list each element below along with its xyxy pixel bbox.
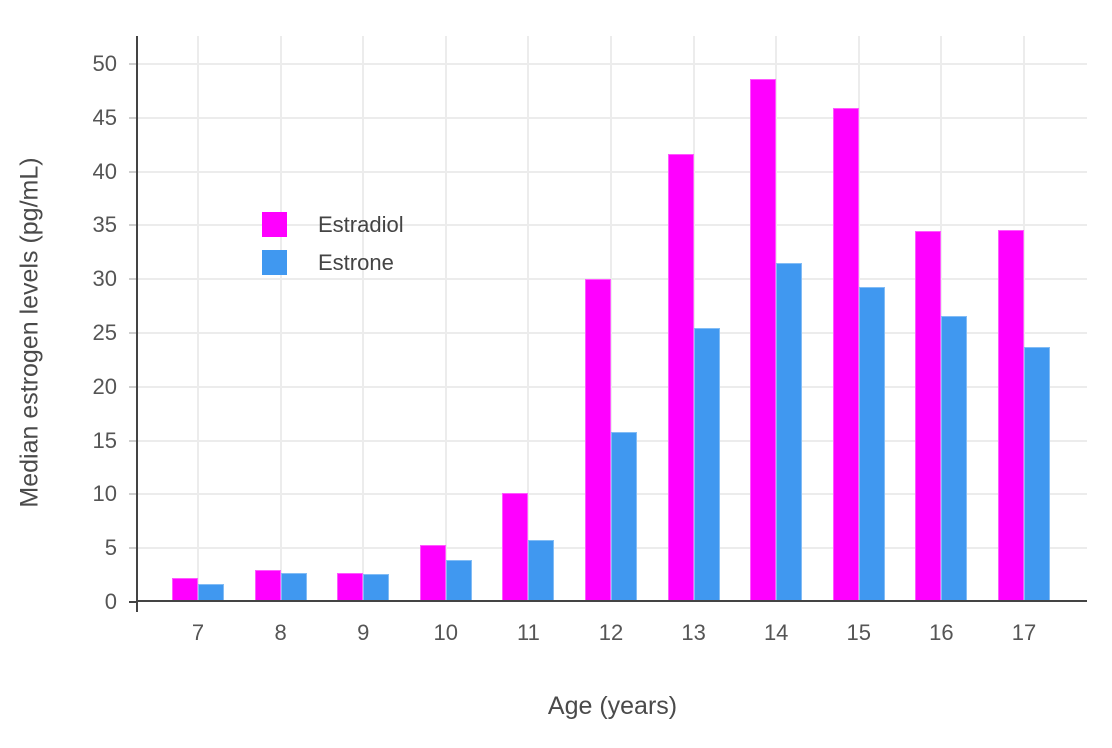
x-tick-label: 9 — [357, 620, 370, 645]
x-tick-label: 7 — [191, 620, 205, 645]
y-tick-mark — [129, 439, 136, 442]
bar-estradiol-age-16[interactable] — [915, 230, 942, 602]
gridline-horizontal — [138, 224, 1087, 227]
legend-item-estrone[interactable]: Estrone — [262, 250, 404, 275]
y-tick-mark — [129, 116, 136, 119]
gridline-horizontal — [138, 332, 1087, 334]
x-tick-label: 15 — [846, 620, 872, 645]
x-tick-label: 11 — [516, 620, 540, 645]
legend: Estradiol Estrone — [262, 212, 404, 275]
gridline-vertical — [1023, 36, 1025, 602]
bar-estradiol-age-7[interactable] — [172, 578, 198, 602]
estrone-swatch-icon — [262, 250, 287, 275]
y-tick-label: 45 — [92, 104, 117, 130]
gridline-vertical — [610, 36, 612, 602]
y-tick-mark — [129, 385, 136, 388]
y-tick-mark — [129, 170, 136, 173]
x-tick-label: 12 — [598, 620, 624, 645]
gridline-vertical — [444, 36, 447, 602]
y-tick-label: 0 — [104, 589, 117, 614]
estradiol-swatch-icon — [262, 212, 287, 237]
y-tick-label: 10 — [92, 481, 117, 507]
bar-estrone-age-17[interactable] — [1024, 347, 1050, 602]
y-tick-mark — [129, 601, 136, 603]
bar-estrone-age-9[interactable] — [363, 574, 390, 602]
bar-estradiol-age-15[interactable] — [832, 108, 859, 602]
legend-label-estrone: Estrone — [318, 250, 394, 275]
x-tick-label: 10 — [433, 620, 459, 645]
y-tick-mark — [129, 547, 136, 550]
y-axis-line — [136, 36, 138, 612]
bar-estrone-age-8[interactable] — [280, 572, 307, 602]
gridline-horizontal — [138, 116, 1087, 119]
y-tick-label: 40 — [92, 158, 117, 184]
bar-estradiol-age-13[interactable] — [667, 154, 694, 602]
bar-estradiol-age-10[interactable] — [419, 545, 446, 602]
bar-estradiol-age-11[interactable] — [502, 493, 529, 602]
bar-estrone-age-7[interactable] — [198, 583, 224, 602]
legend-item-estradiol[interactable]: Estradiol — [262, 212, 404, 237]
gridline-horizontal — [138, 278, 1087, 281]
x-tick-label: 17 — [1011, 620, 1037, 645]
y-tick-label: 50 — [92, 51, 117, 76]
y-axis-title: Median estrogen levels (pg/mL) — [15, 157, 44, 508]
y-tick-mark — [129, 278, 136, 281]
x-tick-label: 16 — [929, 620, 954, 645]
gridline-horizontal — [138, 63, 1087, 65]
bar-estradiol-age-17[interactable] — [998, 229, 1024, 602]
y-tick-label: 15 — [92, 427, 117, 453]
gridline-vertical — [279, 36, 282, 602]
bar-estrone-age-14[interactable] — [776, 263, 803, 602]
x-tick-label: 14 — [763, 620, 789, 645]
bar-estradiol-age-14[interactable] — [750, 79, 777, 602]
y-tick-label: 35 — [92, 212, 117, 238]
legend-label-estradiol: Estradiol — [318, 212, 404, 237]
gridline-vertical — [692, 36, 695, 602]
x-tick-label: 13 — [681, 620, 706, 645]
gridline-horizontal — [138, 170, 1087, 173]
x-tick-label: 8 — [274, 620, 287, 645]
y-tick-mark — [129, 493, 136, 496]
y-tick-label: 30 — [92, 266, 117, 292]
bar-estrone-age-15[interactable] — [858, 286, 885, 602]
gridline-vertical — [197, 36, 199, 602]
y-tick-label: 5 — [104, 535, 117, 561]
y-tick-label: 20 — [92, 373, 117, 399]
gridline-vertical — [362, 36, 365, 602]
bar-estrone-age-11[interactable] — [528, 539, 555, 602]
bar-estradiol-age-9[interactable] — [337, 572, 364, 602]
x-axis-title: Age (years) — [547, 692, 678, 720]
y-tick-mark — [129, 224, 136, 227]
y-tick-label: 25 — [92, 320, 117, 345]
x-axis-line — [136, 600, 1087, 602]
bar-estrone-age-13[interactable] — [693, 327, 720, 602]
y-tick-mark — [129, 332, 136, 334]
bar-estradiol-age-8[interactable] — [254, 569, 281, 602]
bar-estrone-age-16[interactable] — [941, 315, 968, 602]
bar-estrone-age-10[interactable] — [445, 560, 472, 602]
gridline-horizontal — [138, 385, 1087, 388]
bar-estradiol-age-12[interactable] — [585, 279, 611, 602]
plot-area: 0 5 10 15 20 25 30 35 40 45 50 7 8 9 10 11 12 13 14 15 16 17 — [93, 36, 1087, 645]
gridline-vertical — [527, 36, 530, 602]
y-tick-mark — [129, 63, 136, 65]
bar-estrone-age-12[interactable] — [611, 432, 637, 602]
